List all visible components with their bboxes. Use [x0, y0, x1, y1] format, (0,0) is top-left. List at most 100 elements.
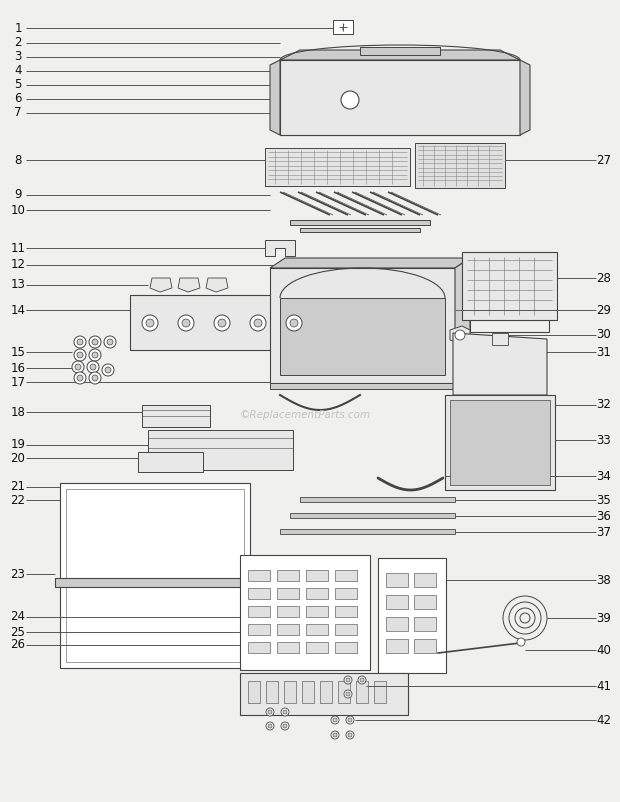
Text: 33: 33 [596, 434, 611, 447]
Ellipse shape [346, 716, 354, 724]
Ellipse shape [89, 372, 101, 384]
Bar [130, 295, 330, 350]
Bar [360, 47, 440, 55]
Bar [462, 252, 557, 320]
Text: 34: 34 [596, 469, 611, 483]
Bar [142, 405, 210, 427]
Bar [277, 642, 299, 653]
Polygon shape [265, 240, 295, 256]
Bar [415, 143, 505, 188]
Bar [306, 642, 328, 653]
Polygon shape [206, 278, 228, 292]
Bar [333, 20, 353, 34]
Bar [248, 570, 270, 581]
Ellipse shape [107, 339, 113, 345]
Text: 37: 37 [596, 525, 611, 538]
Text: 15: 15 [11, 346, 25, 358]
Bar [450, 400, 550, 485]
Ellipse shape [92, 375, 98, 381]
Ellipse shape [74, 349, 86, 361]
Bar [240, 673, 408, 715]
Text: 6: 6 [14, 92, 22, 106]
Ellipse shape [331, 731, 339, 739]
Polygon shape [150, 278, 172, 292]
Ellipse shape [344, 676, 352, 684]
Ellipse shape [90, 364, 96, 370]
Bar [277, 624, 299, 635]
Bar [295, 263, 370, 268]
Text: 14: 14 [11, 303, 25, 317]
Ellipse shape [77, 352, 83, 358]
Ellipse shape [281, 722, 289, 730]
Text: 36: 36 [596, 509, 611, 522]
Bar [356, 681, 368, 703]
Text: 11: 11 [11, 241, 25, 254]
Ellipse shape [87, 361, 99, 373]
Text: 4: 4 [14, 64, 22, 78]
Ellipse shape [331, 716, 339, 724]
Bar [335, 588, 357, 599]
Bar [386, 617, 408, 631]
Text: 16: 16 [11, 362, 25, 375]
Text: 39: 39 [596, 611, 611, 625]
Ellipse shape [333, 718, 337, 722]
Text: 12: 12 [11, 258, 25, 272]
Text: 25: 25 [11, 626, 25, 638]
Polygon shape [280, 50, 520, 60]
Text: 41: 41 [596, 679, 611, 692]
Ellipse shape [104, 336, 116, 348]
Bar [414, 617, 436, 631]
Bar [280, 529, 455, 534]
Ellipse shape [268, 710, 272, 714]
Bar [374, 681, 386, 703]
Ellipse shape [281, 708, 289, 716]
Bar [386, 573, 408, 587]
Text: 21: 21 [11, 480, 25, 493]
Polygon shape [270, 258, 470, 268]
Bar [492, 333, 508, 345]
Text: 30: 30 [596, 329, 611, 342]
Bar [266, 681, 278, 703]
Polygon shape [520, 60, 530, 135]
Ellipse shape [89, 349, 101, 361]
Text: ©ReplacementParts.com: ©ReplacementParts.com [239, 410, 371, 420]
Bar [335, 642, 357, 653]
Text: 18: 18 [11, 406, 25, 419]
Bar [414, 639, 436, 653]
Ellipse shape [346, 731, 354, 739]
Bar [148, 430, 293, 470]
Bar [277, 588, 299, 599]
Text: 29: 29 [596, 303, 611, 317]
Ellipse shape [346, 678, 350, 682]
Ellipse shape [344, 690, 352, 698]
Ellipse shape [105, 367, 111, 373]
Text: 5: 5 [14, 79, 22, 91]
Bar [335, 570, 357, 581]
Ellipse shape [77, 339, 83, 345]
Ellipse shape [283, 724, 287, 728]
Bar [335, 624, 357, 635]
Ellipse shape [92, 339, 98, 345]
Ellipse shape [146, 319, 154, 327]
Ellipse shape [268, 724, 272, 728]
Bar [306, 570, 328, 581]
Text: 20: 20 [11, 452, 25, 464]
Bar [248, 588, 270, 599]
Bar [248, 606, 270, 617]
Ellipse shape [266, 708, 274, 716]
Polygon shape [450, 326, 470, 344]
Ellipse shape [348, 733, 352, 737]
Polygon shape [455, 258, 470, 383]
Text: 42: 42 [596, 714, 611, 727]
Text: 28: 28 [596, 272, 611, 285]
Text: /: / [342, 24, 344, 30]
Polygon shape [270, 60, 280, 135]
Text: 17: 17 [11, 375, 25, 388]
Text: 13: 13 [11, 278, 25, 291]
Bar [248, 642, 270, 653]
Bar [445, 395, 555, 490]
Ellipse shape [218, 319, 226, 327]
Bar [270, 268, 455, 383]
Bar [277, 570, 299, 581]
Bar [306, 588, 328, 599]
